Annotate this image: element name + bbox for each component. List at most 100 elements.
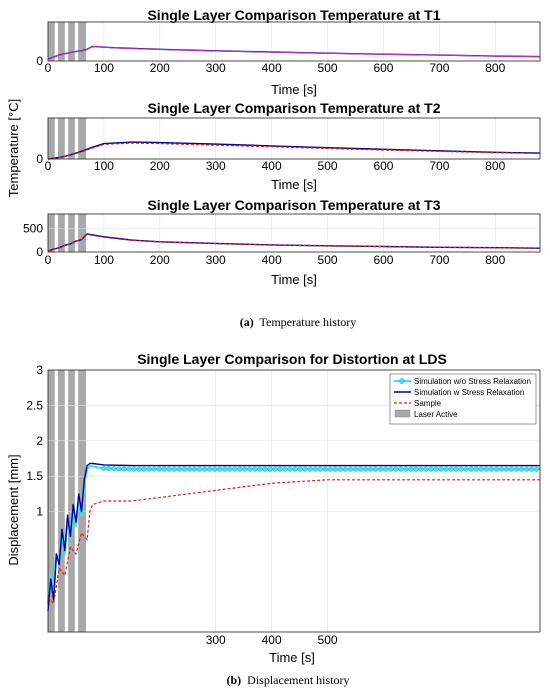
series-line-sample [47, 142, 541, 160]
chart-distortion-gridlines [48, 369, 540, 632]
series-marker-wo-relax [292, 466, 298, 472]
x-tick-label: 100 [94, 61, 114, 75]
x-tick-label: 0 [45, 253, 52, 267]
caption-a-text: Temperature history [260, 315, 357, 329]
chart-t1-y-ticks: 0 [36, 54, 43, 68]
series-marker-wo-relax [267, 466, 273, 472]
laser-active-band-4 [78, 118, 87, 159]
chart-t1-plot-area [47, 21, 541, 62]
laser-active-band-2 [58, 22, 65, 61]
y-tick-label: 1 [36, 505, 43, 519]
series-marker-wo-relax [312, 466, 318, 472]
chart-t1-series [47, 45, 541, 60]
chart-t3-gridlines [47, 214, 540, 253]
x-tick-label: 200 [150, 253, 170, 267]
y-tick-label: 0 [36, 245, 43, 259]
laser-active-band-3 [68, 22, 75, 61]
x-tick-label: 400 [262, 633, 282, 647]
x-tick-label: 300 [206, 633, 226, 647]
chart-t2-laser-bands [48, 118, 87, 159]
series-marker-wo-relax [222, 466, 228, 472]
chart-distortion-x-ticks: 300 400 500 [206, 633, 338, 647]
series-marker-wo-relax [232, 466, 238, 472]
chart-t3-xlabel: Time [s] [271, 272, 317, 287]
series-marker-wo-relax [327, 466, 333, 472]
x-tick-label: 700 [429, 61, 449, 75]
series-marker-wo-relax [156, 466, 162, 472]
x-tick-label: 400 [262, 159, 282, 173]
series-marker-wo-relax [257, 466, 263, 472]
series-marker-wo-relax [468, 466, 474, 472]
y-tick-label: 2.5 [26, 398, 43, 412]
series-marker-wo-relax [186, 466, 193, 472]
x-tick-label: 100 [94, 253, 114, 267]
chart-t2-gridlines [47, 118, 540, 160]
caption-a: (a) Temperature history [240, 315, 357, 329]
series-line-sample [47, 479, 540, 605]
series-marker-wo-relax [111, 466, 117, 472]
x-tick-label: 500 [318, 61, 338, 75]
laser-active-band-2 [58, 214, 65, 252]
series-marker-wo-relax [513, 466, 520, 472]
chart-t3-y-ticks: 0 500 [23, 221, 43, 259]
series-marker-wo-relax [206, 466, 213, 472]
series-marker-wo-relax [332, 466, 338, 472]
y-tick-label: 0 [36, 54, 43, 68]
series-marker-wo-relax [171, 466, 177, 472]
laser-active-band-2 [58, 118, 65, 159]
x-tick-label: 400 [262, 253, 282, 267]
legend-entry-wo-relax: Simulation w/o Stress Relaxation [394, 377, 531, 386]
chart-t2: Single Layer Comparison Temperature at T… [36, 100, 541, 192]
series-marker-wo-relax [131, 466, 137, 472]
chart-t3-series [47, 233, 541, 252]
x-tick-label: 100 [94, 159, 114, 173]
series-marker-wo-relax [342, 466, 349, 472]
series-marker-wo-relax [398, 466, 404, 472]
series-line-w-relax [47, 462, 540, 611]
series-marker-wo-relax [227, 466, 233, 472]
x-tick-label: 600 [373, 159, 393, 173]
chart-t2-plot-area [47, 117, 541, 160]
series-line-magenta [47, 46, 541, 60]
series-marker-wo-relax [252, 466, 258, 472]
chart-distortion-title: Single Layer Comparison for Distortion a… [137, 351, 447, 367]
chart-t1-laser-bands [48, 22, 87, 61]
series-marker-wo-relax [297, 466, 303, 472]
series-marker-wo-relax [383, 466, 389, 472]
x-tick-label: 700 [429, 159, 449, 173]
series-marker-wo-relax [181, 466, 188, 472]
legend-label-wo-relax: Simulation w/o Stress Relaxation [414, 377, 531, 386]
series-marker-wo-relax [352, 466, 359, 472]
series-line-w-relax [47, 233, 541, 252]
series-marker-wo-relax [337, 466, 344, 472]
chart-distortion: Single Layer Comparison for Distortion a… [6, 351, 541, 665]
x-tick-label: 500 [318, 159, 338, 173]
series-marker-wo-relax [307, 466, 313, 472]
series-marker-wo-relax [282, 466, 288, 472]
series-marker-wo-relax [116, 466, 122, 472]
laser-active-band-1 [48, 22, 55, 61]
series-marker-wo-relax [121, 466, 127, 472]
x-tick-label: 600 [373, 61, 393, 75]
x-tick-label: 200 [150, 159, 170, 173]
series-marker-wo-relax [242, 466, 248, 472]
legend-label-w-relax: Simulation w Stress Relaxation [414, 388, 524, 397]
series-marker-wo-relax [393, 466, 399, 472]
series-marker-wo-relax [272, 466, 278, 472]
series-line-w-relax [47, 141, 541, 160]
laser-active-band-4 [78, 214, 87, 252]
x-tick-label: 600 [373, 253, 393, 267]
chart-t2-xlabel: Time [s] [271, 177, 317, 192]
x-tick-label: 800 [485, 253, 505, 267]
series-marker-wo-relax [367, 466, 374, 472]
laser-active-band-1 [48, 214, 55, 252]
series-marker-wo-relax [458, 466, 464, 472]
series-marker-wo-relax [302, 466, 308, 472]
series-marker-wo-relax [161, 466, 167, 472]
series-marker-wo-relax [408, 466, 414, 472]
series-marker-wo-relax [378, 466, 384, 472]
series-marker-wo-relax [413, 466, 419, 472]
laser-active-band-3 [68, 214, 75, 252]
series-marker-wo-relax [473, 466, 479, 472]
